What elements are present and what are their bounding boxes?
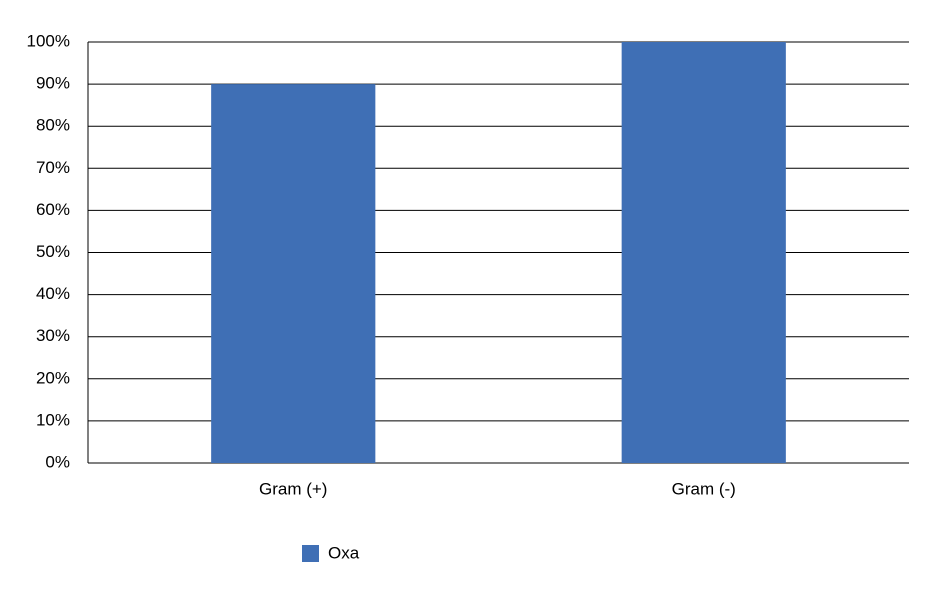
- x-tick-label: Gram (-): [672, 479, 736, 498]
- y-tick-label: 50%: [36, 242, 70, 261]
- y-tick-label: 20%: [36, 368, 70, 387]
- y-tick-label: 40%: [36, 284, 70, 303]
- y-tick-label: 80%: [36, 116, 70, 135]
- y-tick-label: 30%: [36, 326, 70, 345]
- bar: [211, 84, 376, 463]
- y-tick-label: 100%: [27, 31, 70, 50]
- legend-swatch: [302, 545, 319, 562]
- x-tick-label: Gram (+): [259, 479, 327, 498]
- y-tick-label: 90%: [36, 74, 70, 93]
- y-tick-label: 10%: [36, 410, 70, 429]
- y-tick-label: 0%: [45, 452, 70, 471]
- bar: [621, 42, 786, 463]
- y-tick-label: 60%: [36, 200, 70, 219]
- legend-label: Oxa: [328, 543, 360, 562]
- y-tick-label: 70%: [36, 158, 70, 177]
